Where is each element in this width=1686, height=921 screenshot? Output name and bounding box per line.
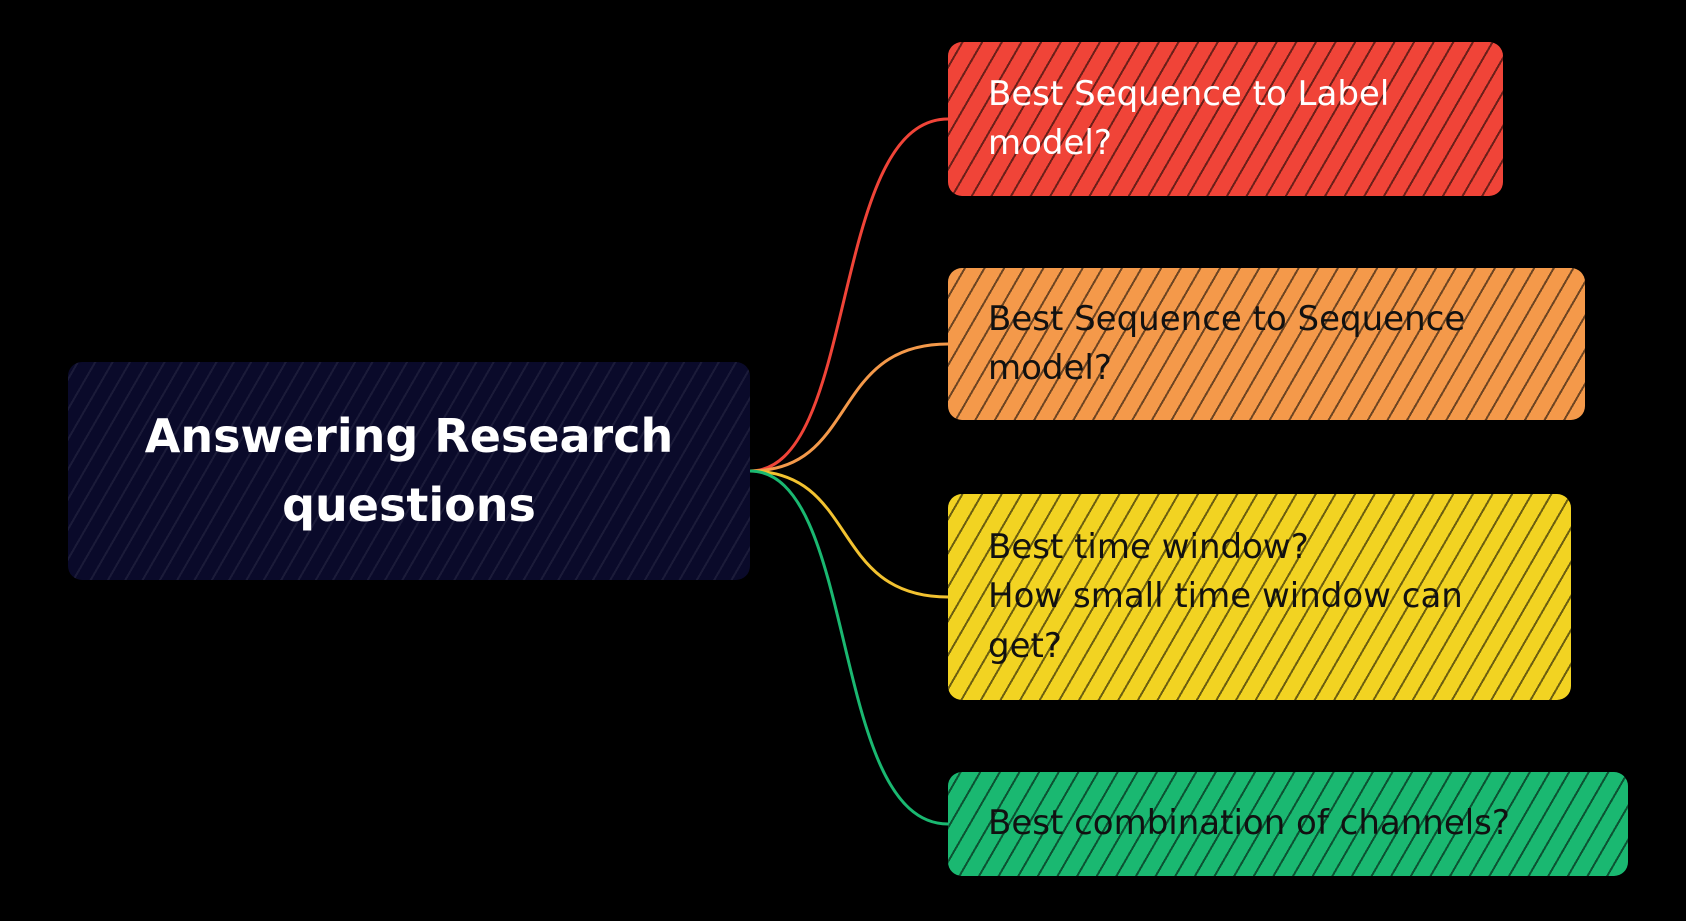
root-topic-label: Answering Research questions [144, 409, 674, 532]
connector-line-branch-4 [749, 469, 949, 826]
branch-topic-time-window[interactable]: Best time window? How small time window … [948, 494, 1571, 700]
branch-topic-sequence-to-label[interactable]: Best Sequence to Label model? [948, 42, 1503, 196]
branch-topic-label: Best combination of channels? [988, 803, 1510, 844]
branch-topic-label: Best Sequence to Label model? [988, 73, 1390, 163]
branch-topic-sequence-to-sequence[interactable]: Best Sequence to Sequence model? [948, 268, 1585, 420]
root-topic[interactable]: Answering Research questions [68, 362, 750, 580]
branch-topic-channel-combination[interactable]: Best combination of channels? [948, 772, 1628, 876]
branch-topic-label: Best Sequence to Sequence model? [988, 298, 1466, 388]
connector-line-branch-3 [749, 469, 949, 599]
branch-topic-label: Best time window? How small time window … [988, 527, 1463, 666]
connector-line-branch-1 [749, 117, 949, 473]
connector-line-branch-2 [749, 342, 949, 473]
